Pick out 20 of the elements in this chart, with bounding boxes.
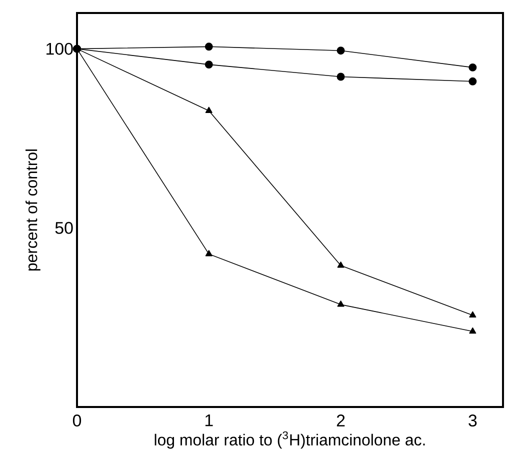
y-tick-label: 50	[55, 222, 73, 234]
y-axis-title: percent of control	[26, 150, 40, 271]
x-tick-label: 3	[468, 414, 477, 426]
point	[337, 262, 344, 268]
point	[468, 63, 477, 72]
point	[469, 311, 476, 318]
point	[204, 60, 213, 69]
point	[468, 77, 477, 86]
x-axis-title: log molar ratio to ($^{3}$H)triamcinolone ac.	[154, 431, 425, 449]
x-tick-label: 1	[205, 414, 213, 426]
point	[205, 106, 212, 113]
x-tick-label: 0	[72, 414, 82, 426]
y-tick-label: 100	[46, 42, 73, 55]
point	[469, 327, 476, 334]
point	[204, 42, 213, 51]
point	[336, 72, 345, 81]
point	[205, 250, 212, 256]
x-tick-label: 2	[336, 414, 345, 426]
point	[337, 300, 344, 307]
point	[336, 46, 345, 55]
